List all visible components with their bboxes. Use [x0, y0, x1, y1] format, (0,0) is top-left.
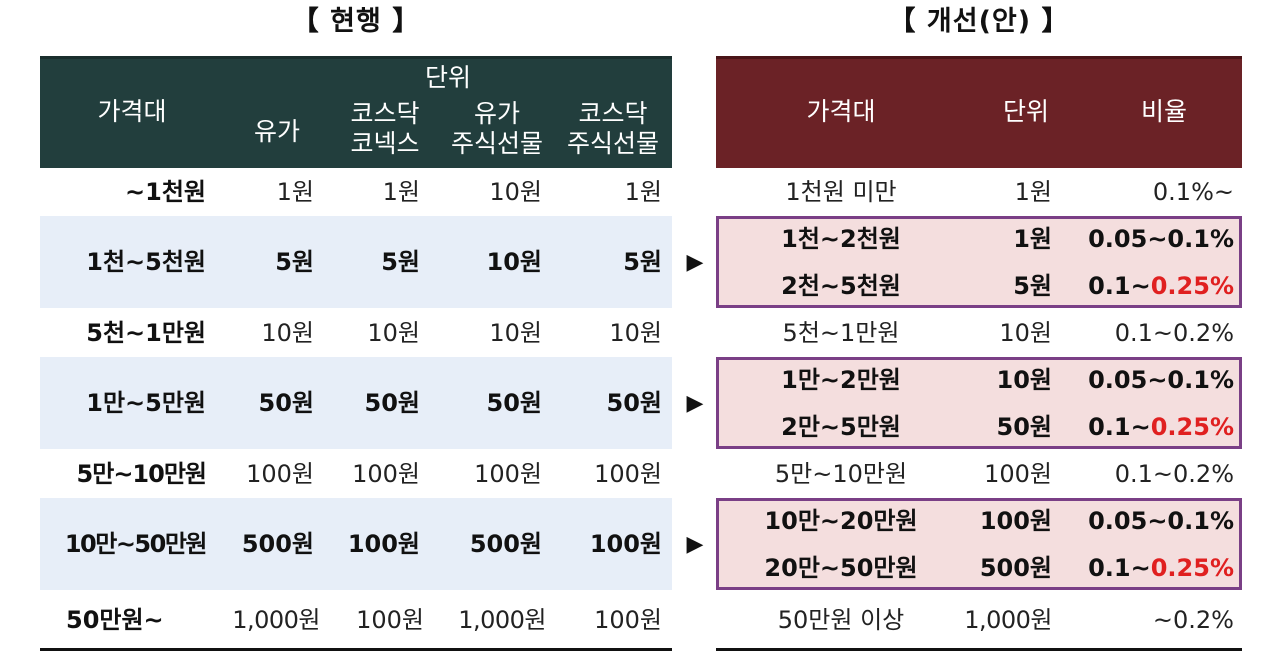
price-range-cell: 1만~2만원 [781, 366, 901, 394]
changed-rows-box [716, 498, 1242, 590]
kosdaq-futures-cell: 50원 [606, 389, 662, 417]
kosdaq-cell: 100원 [347, 530, 420, 558]
header-col-kosdaq-konex: 코스닥 코넥스 [350, 99, 420, 158]
kosdaq-futures-cell: 5원 [623, 248, 662, 276]
table-bottom-rule [716, 648, 1242, 651]
price-range-cell: 5천~1만원 [86, 319, 206, 347]
current-table-header: 가격대 단위 유가 코스닥 코넥스 유가 주식선물 코스닥 주식선물 [40, 56, 672, 168]
ratio-cell: 0.1~0.2% [1114, 460, 1234, 488]
price-range-cell: 10만~50만원 [64, 530, 208, 558]
highlight-band [40, 357, 672, 449]
kospi-cell: 1,000원 [232, 606, 320, 634]
kosdaq-cell: 1원 [382, 178, 420, 206]
proposed-title: 【 개선(안) 】 [888, 6, 1070, 37]
price-range-cell: 1천원 미만 [785, 178, 897, 206]
unit-cell: 100원 [979, 507, 1052, 535]
kospi-futures-cell: 1,000원 [458, 606, 546, 634]
proposed-table-header: 가격대 단위 비율 [716, 56, 1242, 168]
unit-cell: 500원 [979, 554, 1052, 582]
highlight-band [40, 498, 672, 590]
header-unit: 단위 [1002, 97, 1049, 126]
changed-rows-box [716, 216, 1242, 308]
changed-rows-box [716, 357, 1242, 449]
unit-cell: 1원 [1014, 178, 1052, 206]
ratio-cell: 0.1~0.25% [1088, 413, 1234, 441]
price-range-cell: 50만원 이상 [777, 606, 905, 634]
ratio-cell: 0.05~0.1% [1088, 366, 1234, 394]
kosdaq-cell: 50원 [364, 389, 420, 417]
price-range-cell: 5만~10만원 [774, 460, 908, 488]
kosdaq-futures-cell: 100원 [589, 530, 662, 558]
kosdaq-cell: 10원 [367, 319, 420, 347]
kosdaq-cell: 100원 [356, 606, 424, 634]
ratio-highlight: 0.25% [1150, 554, 1234, 582]
unit-cell: 10원 [999, 319, 1052, 347]
price-range-cell: 1만~5만원 [86, 389, 206, 417]
kosdaq-cell: 5원 [381, 248, 420, 276]
arrow-icon: ▶ [686, 391, 704, 416]
price-range-cell: 1천~2천원 [781, 225, 901, 253]
price-range-cell: 20만~50만원 [764, 554, 918, 582]
price-range-cell: 5천~1만원 [782, 319, 900, 347]
header-ratio: 비율 [1140, 97, 1187, 126]
ratio-cell: ~0.2% [1152, 606, 1234, 634]
ratio-cell: 0.1~0.25% [1088, 554, 1234, 582]
ratio-cell: 0.1%~ [1152, 178, 1234, 206]
kospi-cell: 500원 [241, 530, 314, 558]
ratio-highlight: 0.25% [1150, 272, 1234, 300]
unit-cell: 5원 [1013, 272, 1052, 300]
ratio-highlight: 0.25% [1150, 413, 1234, 441]
ratio-cell: 0.1~0.2% [1114, 319, 1234, 347]
kospi-futures-cell: 50원 [486, 389, 542, 417]
price-range-cell: 2천~5천원 [781, 272, 901, 300]
highlight-band [40, 216, 672, 308]
unit-cell: 1,000원 [964, 606, 1052, 634]
kospi-futures-cell: 500원 [469, 530, 542, 558]
ratio-cell: 0.05~0.1% [1088, 225, 1234, 253]
kospi-futures-cell: 10원 [489, 319, 542, 347]
price-range-cell: 50만원~ [66, 606, 164, 634]
kospi-futures-cell: 10원 [489, 178, 542, 206]
header-col-kospi-futures: 유가 주식선물 [450, 99, 543, 158]
price-range-cell: 10만~20만원 [764, 507, 918, 535]
kosdaq-futures-cell: 1원 [624, 178, 662, 206]
ratio-cell: 0.1~0.25% [1088, 272, 1234, 300]
kospi-futures-cell: 10원 [486, 248, 542, 276]
kospi-cell: 5원 [275, 248, 314, 276]
header-col-kospi: 유가 [253, 117, 300, 146]
ratio-cell: 0.05~0.1% [1088, 507, 1234, 535]
table-bottom-rule [40, 648, 672, 651]
unit-cell: 50원 [996, 413, 1052, 441]
header-col-kosdaq-futures: 코스닥 주식선물 [566, 99, 659, 158]
kospi-cell: 50원 [258, 389, 314, 417]
current-title: 【 현행 】 [291, 6, 421, 37]
kosdaq-futures-cell: 100원 [594, 460, 662, 488]
unit-cell: 100원 [984, 460, 1052, 488]
kospi-cell: 1원 [276, 178, 314, 206]
price-range-cell: 1천~5천원 [86, 248, 206, 276]
price-range-cell: 5만~10만원 [76, 460, 207, 488]
kosdaq-cell: 100원 [352, 460, 420, 488]
unit-cell: 10원 [996, 366, 1052, 394]
header-unit-group: 단위 [424, 63, 471, 92]
arrow-icon: ▶ [686, 532, 704, 557]
price-range-cell: ~1천원 [125, 178, 206, 206]
header-price-range: 가격대 [806, 97, 876, 126]
kospi-cell: 100원 [246, 460, 314, 488]
kosdaq-futures-cell: 10원 [609, 319, 662, 347]
kospi-futures-cell: 100원 [474, 460, 542, 488]
kosdaq-futures-cell: 100원 [594, 606, 662, 634]
arrow-icon: ▶ [686, 250, 704, 275]
kospi-cell: 10원 [261, 319, 314, 347]
header-price-range: 가격대 [97, 97, 167, 126]
unit-cell: 1원 [1013, 225, 1052, 253]
price-range-cell: 2만~5만원 [781, 413, 901, 441]
